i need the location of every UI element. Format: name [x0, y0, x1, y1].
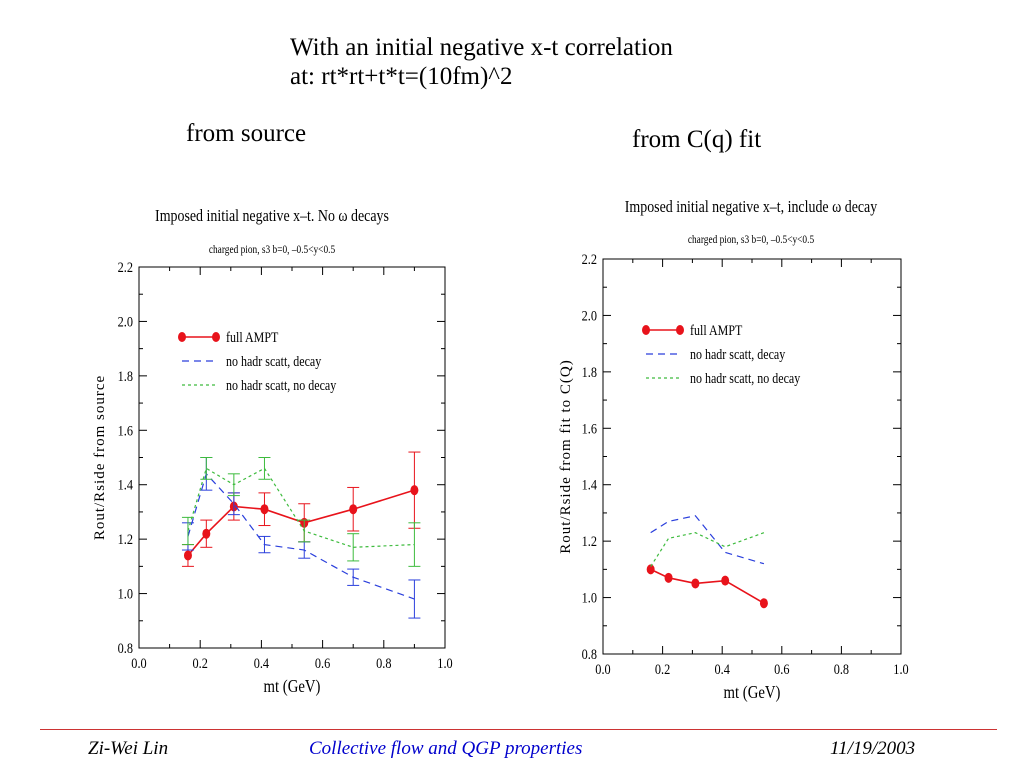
data-point — [349, 504, 358, 515]
data-point — [202, 528, 211, 539]
y-axis-label: Rout/Rside from fit to C(Q) — [558, 359, 574, 554]
x-tick-label: 0.4 — [715, 661, 730, 677]
x-tick-label: 0.8 — [834, 661, 849, 677]
data-point — [759, 598, 768, 609]
series-line-2 — [187, 467, 415, 548]
legend-label-1: no hadr scatt, decay — [690, 346, 785, 363]
y-tick-label: 2.2 — [582, 251, 597, 267]
footer-talk-title: Collective flow and QGP properties — [309, 738, 583, 759]
chart-source: Imposed initial negative x–t. No ω decay… — [92, 207, 453, 697]
chart-title: Imposed initial negative x–t, include ω … — [625, 198, 878, 217]
chart-subtitle: charged pion, s3 b=0, –0.5<y<0.5 — [209, 243, 335, 256]
y-tick-label: 1.2 — [118, 531, 133, 547]
left-heading: from source — [186, 120, 307, 147]
y-tick-label: 1.0 — [582, 589, 597, 605]
y-tick-label: 1.6 — [582, 420, 597, 436]
y-tick-label: 2.2 — [118, 259, 133, 275]
y-axis-label: Rout/Rside from source — [92, 375, 108, 540]
series-line-2 — [650, 532, 765, 567]
series-line-1 — [650, 515, 765, 565]
data-point — [646, 564, 655, 575]
x-tick-label: 0.2 — [655, 661, 670, 677]
footer-date: 11/19/2003 — [830, 738, 916, 759]
y-tick-label: 1.4 — [582, 477, 597, 493]
series-line-1 — [187, 472, 415, 600]
slide-title-line2: at: rt*rt+t*t=(10fm)^2 — [290, 63, 513, 90]
x-axis-label: mt (GeV) — [264, 676, 321, 697]
y-tick-label: 1.0 — [118, 585, 133, 601]
data-point — [410, 485, 419, 496]
chart-title: Imposed initial negative x–t. No ω decay… — [155, 207, 389, 226]
data-point — [721, 575, 730, 586]
data-point — [260, 504, 269, 515]
y-tick-label: 0.8 — [582, 646, 597, 662]
legend-label-2: no hadr scatt, no decay — [226, 377, 336, 394]
x-tick-label: 0.4 — [254, 655, 269, 671]
footer-rule — [40, 729, 997, 730]
legend-label-2: no hadr scatt, no decay — [690, 370, 800, 387]
plot-frame — [138, 266, 446, 649]
data-point — [691, 578, 700, 589]
x-axis-label: mt (GeV) — [724, 682, 781, 703]
y-tick-label: 2.0 — [582, 307, 597, 323]
x-tick-label: 0.6 — [315, 655, 330, 671]
slide-title-line1: With an initial negative x-t correlation — [290, 34, 673, 61]
data-point — [664, 572, 673, 583]
data-point — [183, 550, 192, 561]
x-tick-label: 0.0 — [131, 655, 146, 671]
legend-marker — [212, 332, 220, 342]
right-heading: from C(q) fit — [632, 126, 762, 153]
plot-frame — [602, 258, 902, 655]
y-tick-label: 0.8 — [118, 640, 133, 656]
x-tick-label: 1.0 — [437, 655, 452, 671]
x-tick-label: 0.2 — [193, 655, 208, 671]
footer-author: Zi-Wei Lin — [88, 738, 169, 759]
x-tick-label: 0.0 — [595, 661, 610, 677]
chart-cq-fit: Imposed initial negative x–t, include ω … — [558, 198, 909, 703]
x-tick-label: 1.0 — [893, 661, 908, 677]
y-tick-label: 1.8 — [118, 368, 133, 384]
x-tick-label: 0.8 — [376, 655, 391, 671]
chart-subtitle: charged pion, s3 b=0, –0.5<y<0.5 — [688, 233, 814, 246]
x-tick-label: 0.6 — [774, 661, 789, 677]
legend-marker — [676, 325, 684, 335]
legend-label-0: full AMPT — [690, 322, 743, 339]
y-tick-label: 1.8 — [582, 364, 597, 380]
y-tick-label: 1.2 — [582, 533, 597, 549]
y-tick-label: 1.4 — [118, 477, 133, 493]
y-tick-label: 1.6 — [118, 422, 133, 438]
y-tick-label: 2.0 — [118, 313, 133, 329]
legend-label-1: no hadr scatt, decay — [226, 353, 321, 370]
legend-marker — [642, 325, 650, 335]
legend-label-0: full AMPT — [226, 329, 279, 346]
slide-title: With an initial negative x-t correlation… — [290, 33, 673, 91]
legend-marker — [178, 332, 186, 342]
